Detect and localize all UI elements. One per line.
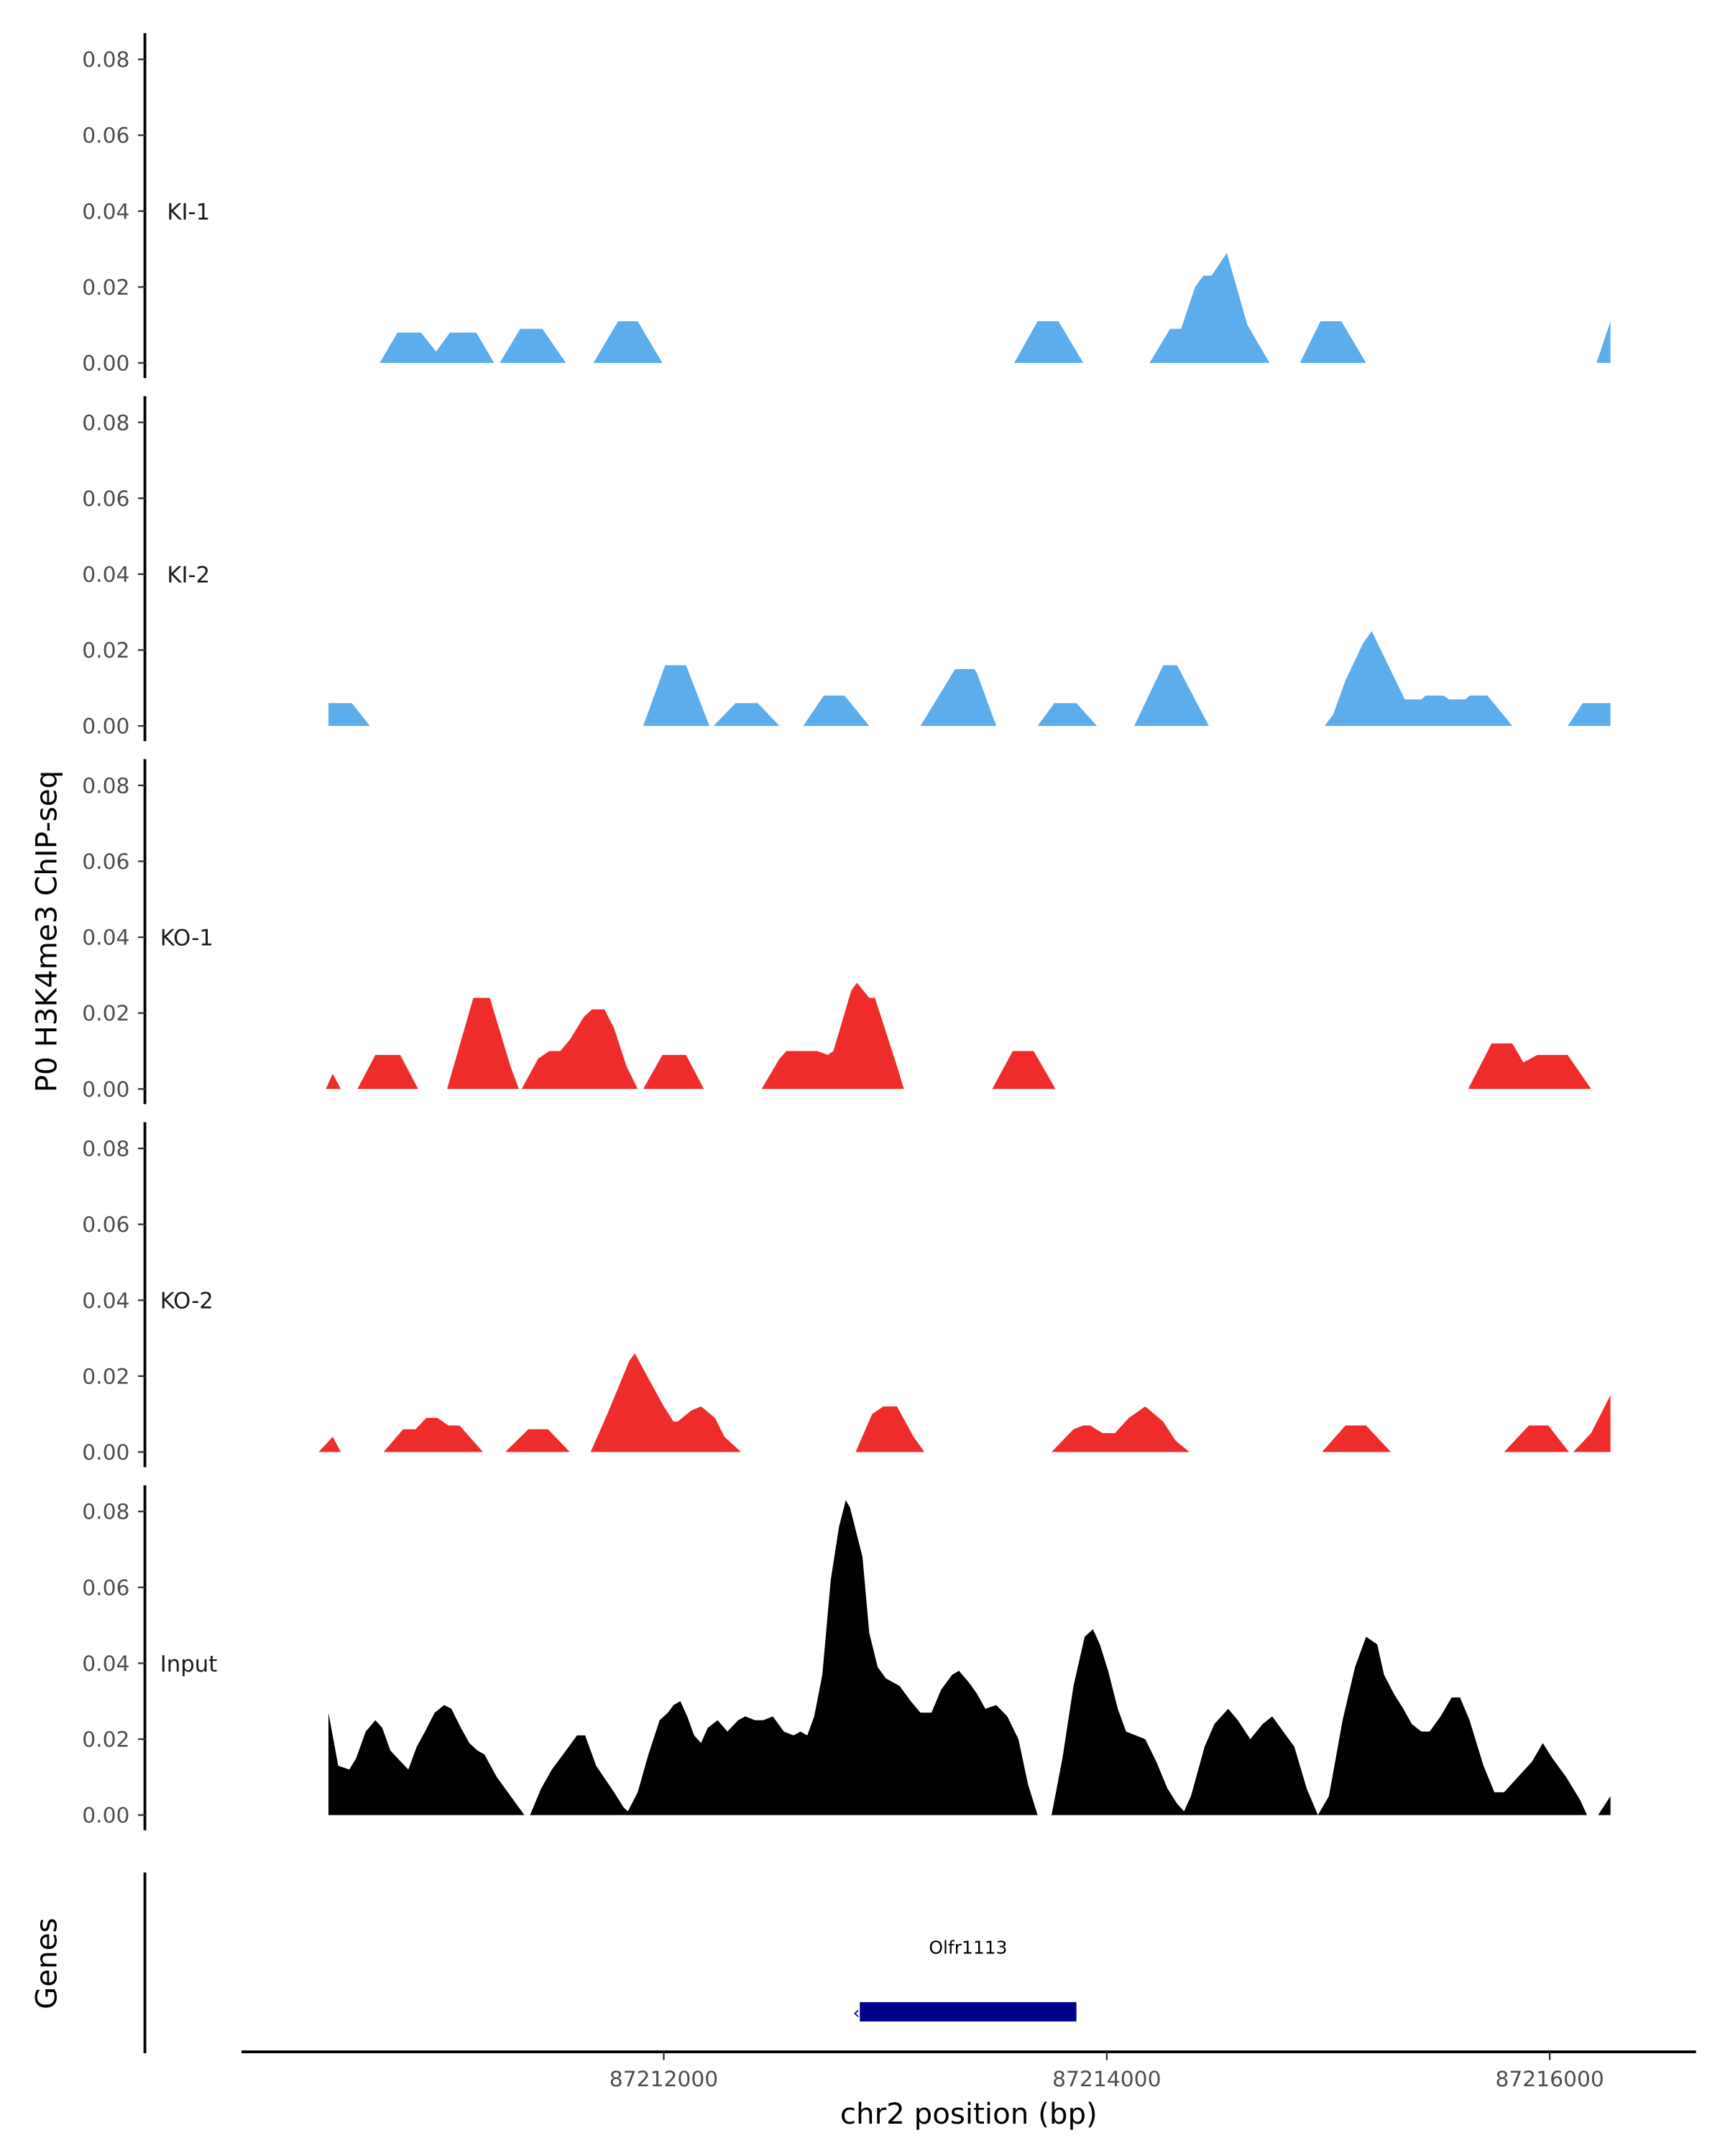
y-tick-label: 0.04 — [82, 1651, 129, 1677]
track-panel-ko-2: 0.00 0.02 0.04 0.06 0.08 KO-2 — [82, 1122, 1611, 1468]
y-tick-label: 0.06 — [82, 124, 129, 149]
y-axis-title: P0 H3K4me3 ChIP-seq — [30, 770, 64, 1092]
track-label: KI-2 — [167, 562, 210, 588]
y-tick-label: 0.04 — [82, 199, 129, 224]
signal-area-ki-1 — [380, 252, 1611, 363]
genes-axis-title: Genes — [30, 1917, 64, 2009]
y-tick-label: 0.04 — [82, 926, 129, 951]
y-tick-label: 0.08 — [82, 410, 129, 436]
gene-strand-arrow-icon: ‹ — [853, 2002, 860, 2023]
track-label: KO-1 — [160, 926, 213, 952]
y-tick-label: 0.00 — [82, 351, 129, 377]
track-panel-ki-2: 0.00 0.02 0.04 0.06 0.08 KI-2 — [82, 396, 1611, 742]
y-tick-label: 0.00 — [82, 1077, 129, 1102]
track-label: Input — [160, 1651, 218, 1677]
signal-area-ko-2 — [318, 1353, 1611, 1452]
y-tick-label: 0.00 — [82, 1803, 129, 1828]
signal-area-ko-1 — [326, 982, 1591, 1089]
y-tick-label: 0.06 — [82, 849, 129, 875]
track-panel-input: 0.00 0.02 0.04 0.06 0.08 Input — [82, 1485, 1611, 1830]
x-tick-label: 87212000 — [610, 2067, 718, 2092]
track-panel-ko-1: 0.00 0.02 0.04 0.06 0.08 KO-1 — [82, 759, 1591, 1105]
y-tick-label: 0.08 — [82, 47, 129, 73]
track-panel-ki-1: 0.00 0.02 0.04 0.06 0.08 KI-1 — [82, 33, 1611, 379]
x-axis-title: chr2 position (bp) — [840, 2097, 1098, 2131]
x-axis: 87212000 87214000 87216000 chr2 position (… — [242, 2050, 1696, 2131]
y-tick-label: 0.04 — [82, 562, 129, 587]
x-tick-label: 87214000 — [1052, 2067, 1161, 2092]
y-tick-label: 0.02 — [82, 638, 129, 663]
gene-label: Olfr1113 — [929, 1938, 1007, 1958]
gene-bar — [860, 2001, 1077, 2022]
y-tick-label: 0.00 — [82, 714, 129, 740]
x-tick-label: 87216000 — [1495, 2067, 1604, 2092]
y-tick-label: 0.06 — [82, 1575, 129, 1600]
y-tick-label: 0.08 — [82, 1137, 129, 1162]
y-tick-label: 0.02 — [82, 1728, 129, 1753]
y-tick-label: 0.02 — [82, 1364, 129, 1389]
track-label: KI-1 — [167, 199, 210, 225]
y-tick-label: 0.02 — [82, 275, 129, 300]
y-tick-label: 0.06 — [82, 1212, 129, 1238]
y-tick-label: 0.00 — [82, 1440, 129, 1465]
y-tick-label: 0.08 — [82, 773, 129, 798]
y-tick-label: 0.06 — [82, 487, 129, 512]
track-label: KO-2 — [160, 1289, 213, 1314]
y-tick-label: 0.04 — [82, 1289, 129, 1314]
signal-area-ki-2 — [328, 631, 1611, 727]
y-tick-label: 0.02 — [82, 1001, 129, 1026]
y-tick-label: 0.08 — [82, 1500, 129, 1525]
signal-area-input — [328, 1500, 1611, 1815]
genes-panel: Genes Olfr1113 ‹ — [30, 1872, 1077, 2053]
